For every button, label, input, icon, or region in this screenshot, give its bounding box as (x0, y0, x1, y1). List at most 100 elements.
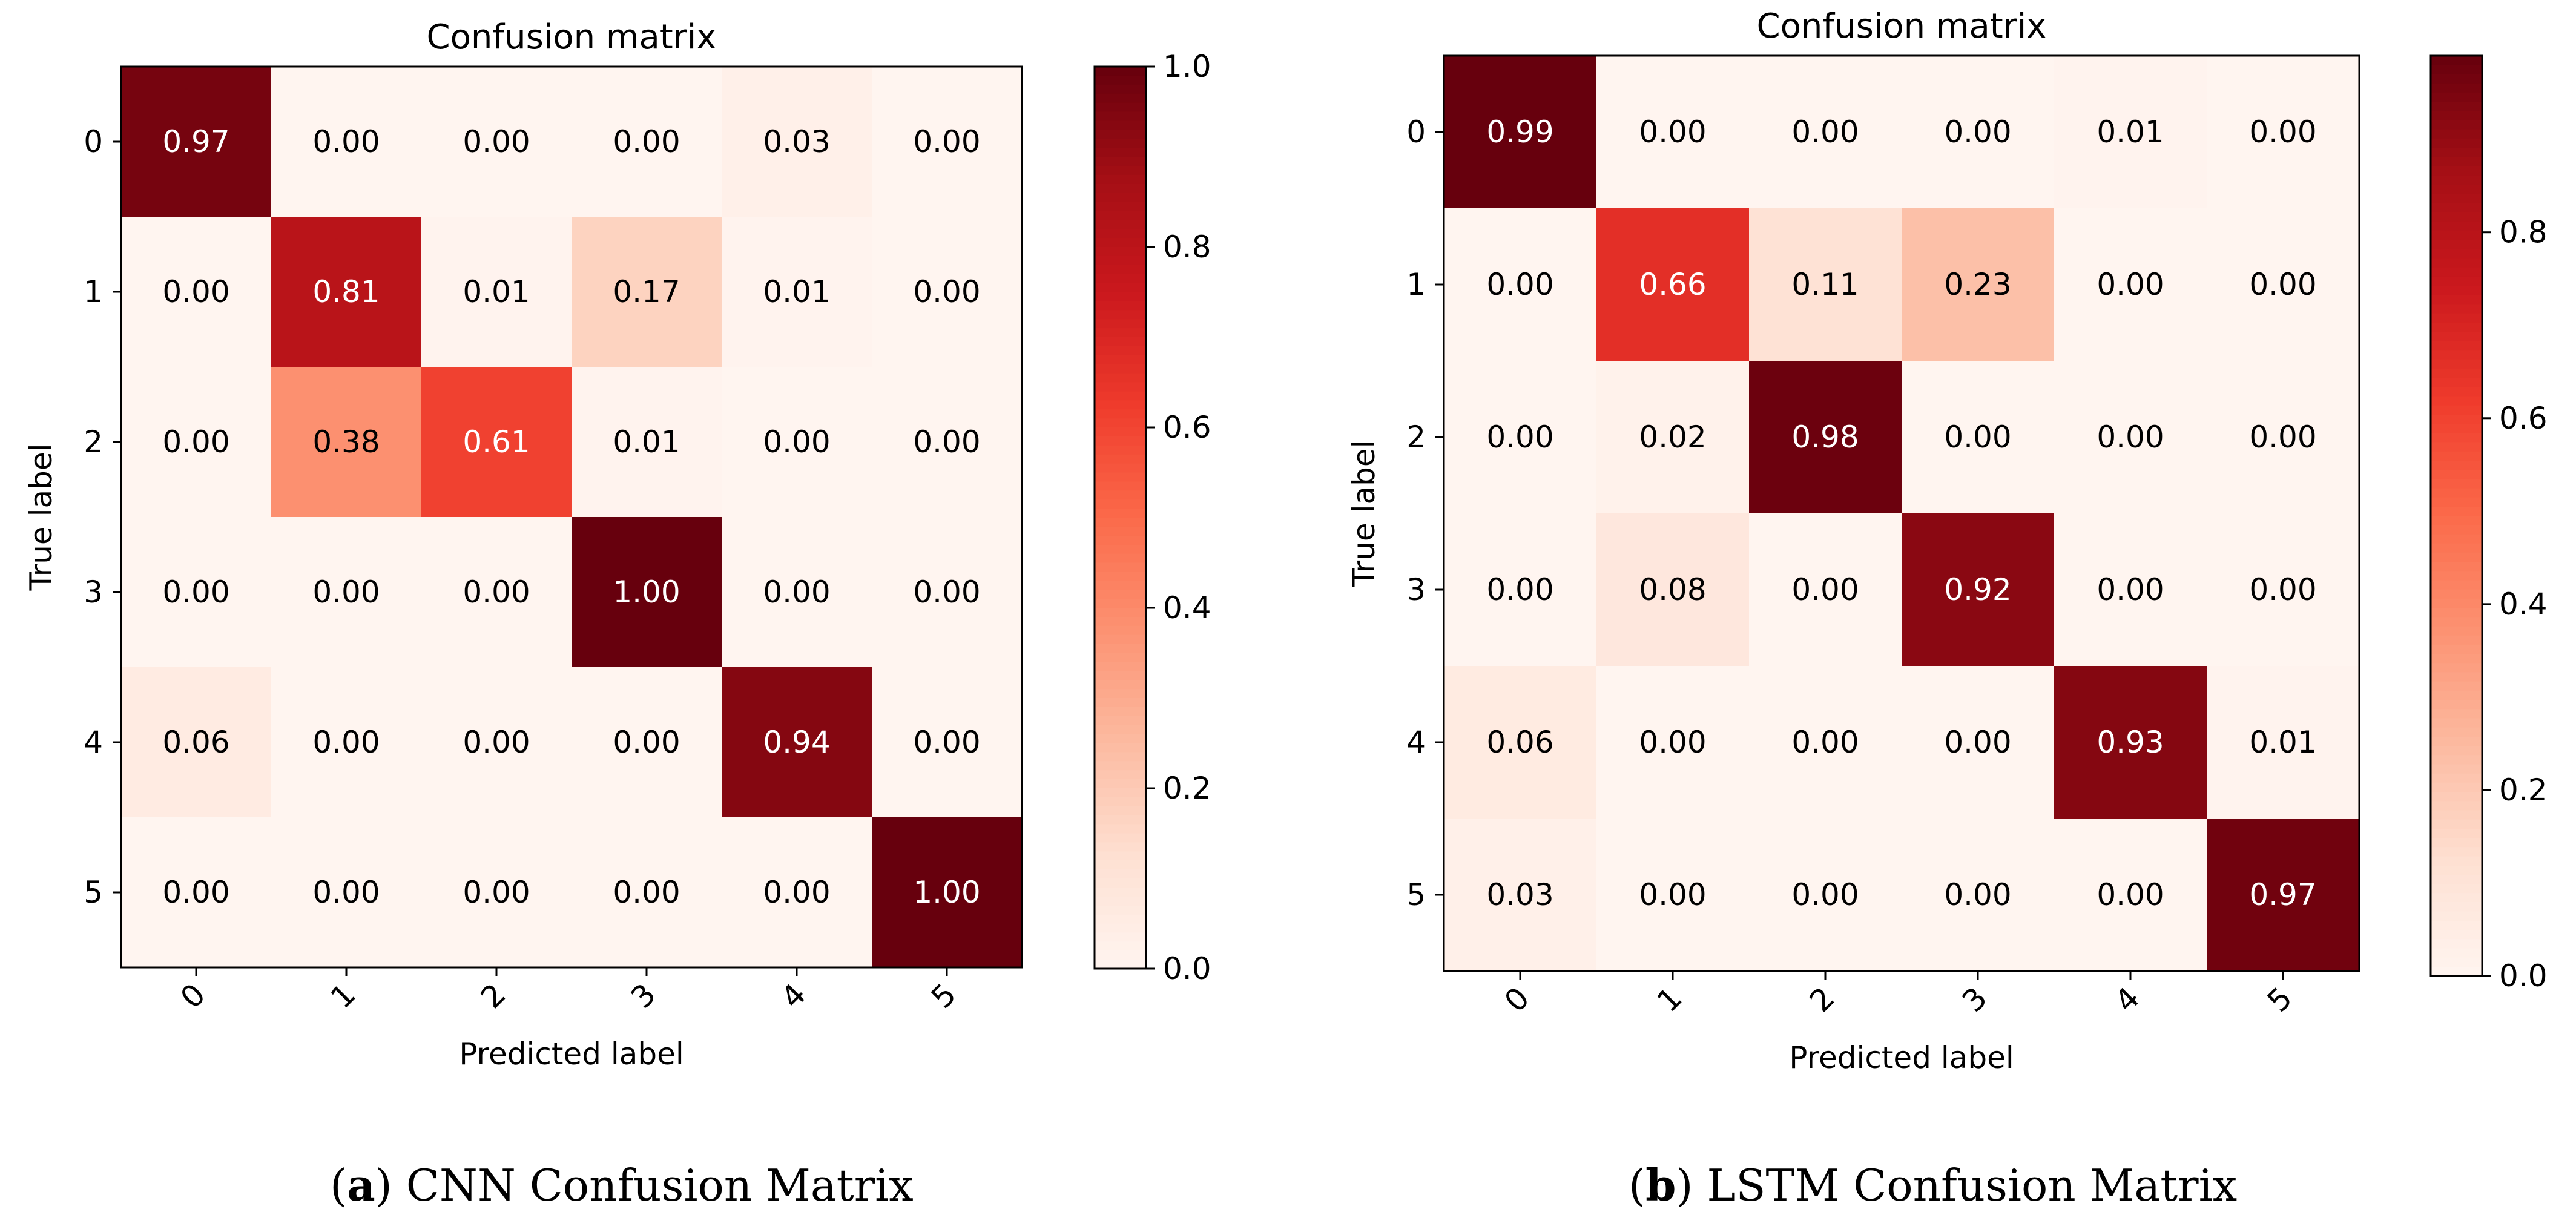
cell-label-b-r2-c4: 0.00 (2097, 420, 2164, 455)
colorbar-segment-b-1 (2431, 65, 2482, 75)
colorbar-segment-a-53 (1095, 544, 1146, 555)
cell-b-r0-c5 (2207, 56, 2359, 208)
cell-b-r3-c4 (2054, 513, 2207, 666)
colorbar-segment-a-63 (1095, 634, 1146, 645)
colorbar-segment-b-27 (2431, 304, 2482, 314)
colorbar-segment-a-81 (1095, 797, 1146, 807)
colorbar-tick-label-a-1: 0.2 (1163, 771, 1211, 806)
colorbar-segment-a-37 (1095, 400, 1146, 410)
colorbar-segment-b-0 (2431, 56, 2482, 65)
colorbar-segment-a-33 (1095, 364, 1146, 374)
cell-label-a-r2-c2: 0.61 (463, 424, 530, 460)
colorbar-segment-a-87 (1095, 851, 1146, 861)
colorbar-segment-a-35 (1095, 382, 1146, 392)
caption-b-text: LSTM Confusion Matrix (1707, 1160, 2238, 1211)
colorbar-segment-b-40 (2431, 424, 2482, 433)
colorbar-segment-b-9 (2431, 138, 2482, 148)
cell-b-r3-c0 (1444, 513, 1596, 666)
cell-b-r1-c1 (1596, 208, 1749, 361)
x-tick-label-b-2: 2 (1803, 980, 1842, 1019)
x-tick-label-a-4: 4 (774, 977, 813, 1015)
cell-label-b-r0-c0: 0.99 (1486, 114, 1553, 150)
cell-label-a-r4-c1: 0.00 (312, 725, 380, 760)
colorbar-segment-a-61 (1095, 616, 1146, 627)
colorbar-tick-label-a-2: 0.4 (1163, 590, 1211, 625)
colorbar-segment-b-20 (2431, 240, 2482, 249)
cell-b-r5-c2 (1749, 819, 1902, 971)
cell-label-a-r5-c5: 1.00 (913, 875, 980, 910)
colorbar-segment-b-7 (2431, 120, 2482, 130)
cell-label-b-r5-c4: 0.00 (2097, 877, 2164, 912)
cell-b-r4-c0 (1444, 666, 1596, 819)
colorbar-segment-b-15 (2431, 194, 2482, 203)
cell-b-r2-c3 (1902, 361, 2054, 513)
colorbar-segment-a-97 (1095, 941, 1146, 951)
colorbar-segment-a-15 (1095, 202, 1146, 212)
cell-label-b-r3-c5: 0.00 (2249, 572, 2316, 607)
cell-label-a-r1-c5: 0.00 (913, 274, 980, 309)
colorbar-segment-a-32 (1095, 355, 1146, 365)
colorbar-segment-a-73 (1095, 725, 1146, 735)
colorbar-segment-a-59 (1095, 599, 1146, 608)
colorbar-segment-b-95 (2431, 930, 2482, 940)
colorbar-segment-b-92 (2431, 902, 2482, 912)
colorbar-frame-b (2429, 54, 2483, 977)
cell-label-b-r2-c3: 0.00 (1944, 420, 2011, 455)
cell-label-b-r1-c5: 0.00 (2249, 267, 2316, 302)
cell-label-b-r5-c0: 0.03 (1486, 877, 1553, 912)
cell-b-r0-c0 (1444, 56, 1596, 208)
colorbar-segment-a-77 (1095, 761, 1146, 771)
colorbar-segment-a-88 (1095, 860, 1146, 870)
colorbar-segment-a-66 (1095, 662, 1146, 672)
colorbar-segment-a-58 (1095, 590, 1146, 599)
cell-a-r4-c5 (872, 667, 1022, 817)
cell-label-b-r1-c0: 0.00 (1486, 267, 1553, 302)
colorbar-segment-a-99 (1095, 960, 1146, 969)
colorbar-segment-b-54 (2431, 552, 2482, 562)
colorbar-segment-b-85 (2431, 838, 2482, 848)
colorbar-segment-a-49 (1095, 509, 1146, 518)
cell-a-r4-c4 (722, 667, 872, 817)
y-tick-label-a-2: 2 (84, 424, 103, 460)
colorbar-segment-b-81 (2431, 801, 2482, 811)
cell-b-r4-c4 (2054, 666, 2207, 819)
chart-title-b: Confusion matrix (1757, 7, 2047, 46)
cell-label-b-r3-c4: 0.00 (2097, 572, 2164, 607)
colorbar-segment-b-86 (2431, 847, 2482, 857)
cell-b-r2-c0 (1444, 361, 1596, 513)
cell-a-r3-c5 (872, 517, 1022, 667)
colorbar-segment-b-45 (2431, 470, 2482, 479)
colorbar-segment-a-43 (1095, 454, 1146, 464)
colorbar-segment-b-16 (2431, 203, 2482, 213)
colorbar-segment-a-95 (1095, 923, 1146, 934)
colorbar-segment-a-2 (1095, 84, 1146, 94)
colorbar-segment-b-71 (2431, 709, 2482, 719)
cell-label-b-r3-c3: 0.92 (1944, 572, 2011, 607)
cell-label-a-r5-c0: 0.00 (162, 875, 229, 910)
cell-a-r5-c4 (722, 817, 872, 967)
y-tick-label-a-5: 5 (84, 875, 103, 910)
cell-label-a-r3-c2: 0.00 (463, 575, 530, 610)
colorbar-segment-b-90 (2431, 884, 2482, 894)
colorbar-segment-a-20 (1095, 247, 1146, 257)
cnn-confusion-matrix-chart: 0.97 0.00 0.00 0.00 0.03 0.000.00 0.81 0.01 0.17… (24, 18, 1211, 1072)
colorbar-segment-b-51 (2431, 525, 2482, 535)
y-tick-label-b-2: 2 (1406, 420, 1426, 455)
cell-label-a-r5-c4: 0.00 (763, 875, 830, 910)
colorbar-segment-b-21 (2431, 249, 2482, 259)
colorbar-segment-b-89 (2431, 874, 2482, 884)
cell-a-r0-c2 (421, 67, 572, 217)
cell-a-r0-c4 (722, 67, 872, 217)
colorbar-segment-b-44 (2431, 460, 2482, 470)
colorbar-segment-a-69 (1095, 689, 1146, 699)
x-tick-label-a-2: 2 (474, 977, 513, 1015)
cell-label-a-r3-c4: 0.00 (763, 575, 830, 610)
cell-label-a-r1-c0: 0.00 (162, 274, 229, 309)
colorbar-segment-a-80 (1095, 788, 1146, 798)
x-axis-label-b: Predicted label (1789, 1040, 2014, 1075)
cell-label-a-r0-c3: 0.00 (613, 124, 680, 159)
cell-a-r5-c1 (271, 817, 421, 967)
colorbar-tick-label-a-4: 0.8 (1163, 229, 1211, 265)
cell-label-a-r4-c3: 0.00 (613, 725, 680, 760)
cell-label-b-r3-c2: 0.00 (1791, 572, 1859, 607)
